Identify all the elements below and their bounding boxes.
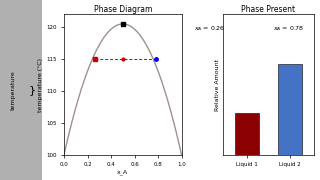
X-axis label: x_A: x_A <box>117 169 128 175</box>
Text: temperature: temperature <box>10 70 15 110</box>
Bar <box>278 64 302 155</box>
Text: $x_A$ = 0.78: $x_A$ = 0.78 <box>273 24 304 33</box>
Title: Phase Present: Phase Present <box>241 5 295 14</box>
Title: Phase Diagram: Phase Diagram <box>93 5 152 14</box>
Y-axis label: Relative Amount: Relative Amount <box>215 58 220 111</box>
Y-axis label: temperature (°C): temperature (°C) <box>38 58 43 112</box>
Bar <box>235 113 259 155</box>
Text: $x_A$ = 0.26: $x_A$ = 0.26 <box>194 24 225 33</box>
Text: }: } <box>28 85 36 95</box>
